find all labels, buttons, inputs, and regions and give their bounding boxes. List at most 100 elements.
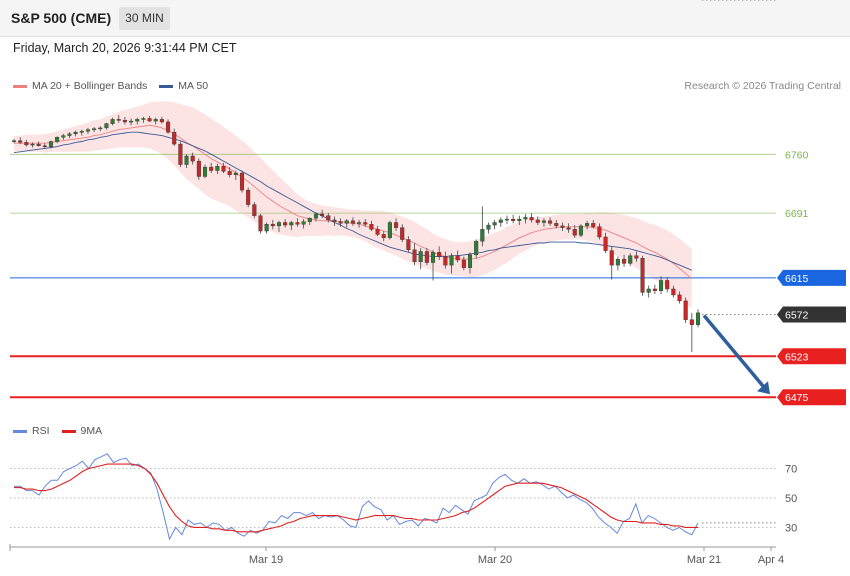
candle-body	[665, 280, 670, 290]
candle-body	[658, 280, 664, 291]
candle-body	[548, 220, 553, 224]
support-label: 6523	[785, 351, 809, 363]
support-tag-bg	[777, 389, 846, 406]
candle-body	[202, 166, 208, 177]
candle-body	[172, 131, 177, 145]
instrument-title: S&P 500 (CME)	[11, 10, 112, 26]
candle	[301, 219, 306, 229]
candle-body	[646, 288, 651, 293]
candle	[369, 220, 374, 232]
candle-body	[381, 234, 386, 239]
candle	[264, 222, 269, 234]
time-tick-label: Mar 20	[478, 554, 512, 566]
candle	[67, 132, 72, 139]
candle	[689, 312, 694, 353]
pivot-tag: 6615	[777, 269, 846, 286]
candle	[554, 219, 559, 229]
candle	[658, 276, 664, 295]
candle	[147, 115, 152, 122]
candle	[671, 285, 676, 298]
candle	[683, 297, 688, 324]
candle	[338, 218, 343, 227]
support-tag: 6523	[777, 348, 846, 365]
candle	[474, 239, 479, 259]
candle	[406, 236, 411, 253]
candle-body	[535, 219, 540, 223]
time-tick-label: Apr 4	[758, 554, 784, 566]
candle	[196, 158, 201, 180]
candle-body	[615, 258, 620, 266]
candle-body	[295, 222, 300, 225]
candle-body	[98, 127, 103, 130]
candle	[529, 213, 534, 223]
candle-body	[430, 252, 436, 263]
candle-body	[48, 141, 54, 147]
candle	[560, 222, 565, 232]
candle-body	[215, 166, 220, 171]
forecast-arrow	[702, 314, 770, 395]
forecast-arrow-head	[757, 381, 770, 395]
legend-ma50-label: MA 50	[178, 80, 209, 92]
candle-body	[320, 213, 325, 216]
rsi-legend: RSI 9MA	[13, 425, 114, 437]
candle-body	[622, 258, 627, 264]
candle	[394, 218, 399, 232]
timeframe-button[interactable]: 30 MIN	[119, 7, 170, 30]
candle	[344, 219, 349, 228]
candle	[252, 202, 257, 219]
legend-ma20: MA 20 + Bollinger Bands	[13, 80, 147, 92]
candle	[30, 142, 35, 148]
candle-body	[18, 140, 23, 143]
candle-body	[264, 224, 269, 232]
candle-body	[671, 288, 676, 296]
candle	[455, 250, 460, 263]
candle-body	[344, 220, 349, 224]
candle-body	[166, 121, 171, 133]
candle-body	[313, 213, 318, 219]
candle	[646, 285, 651, 298]
candle-body	[443, 256, 448, 266]
candle	[400, 224, 405, 243]
candle-body	[104, 123, 109, 129]
candle	[418, 248, 423, 270]
candle	[166, 119, 171, 134]
candle	[42, 143, 47, 149]
ma50-line	[13, 131, 692, 271]
candle	[498, 217, 503, 227]
candles-layer	[11, 115, 770, 395]
candle-body	[79, 131, 84, 133]
candle-body	[683, 300, 688, 320]
candle-body	[566, 227, 571, 230]
candle	[467, 252, 473, 274]
candle-body	[628, 255, 633, 264]
candle-body	[11, 140, 17, 142]
candle	[511, 214, 516, 224]
candle-body	[387, 222, 392, 239]
candle	[141, 116, 146, 123]
candle	[295, 218, 300, 227]
candle	[615, 256, 620, 271]
candle-body	[184, 155, 189, 165]
candle	[190, 152, 195, 165]
candle-body	[326, 215, 331, 221]
candle-body	[135, 119, 140, 122]
candle	[104, 122, 109, 130]
candle	[320, 209, 325, 219]
research-credit: Research © 2026 Trading Central	[684, 80, 841, 92]
candle	[332, 216, 337, 226]
candle-body	[418, 251, 423, 262]
support-tag: 6475	[777, 389, 846, 406]
candle-body	[42, 145, 47, 147]
candle-body	[283, 222, 288, 226]
candle	[585, 220, 590, 230]
candle	[677, 291, 682, 304]
legend-9ma: 9MA	[61, 425, 102, 437]
candle-body	[55, 137, 60, 142]
candle-body	[634, 255, 639, 259]
candle-body	[209, 166, 214, 171]
candle	[622, 254, 627, 267]
candle	[363, 219, 368, 227]
candle-body	[455, 255, 460, 261]
candle-body	[30, 143, 35, 146]
